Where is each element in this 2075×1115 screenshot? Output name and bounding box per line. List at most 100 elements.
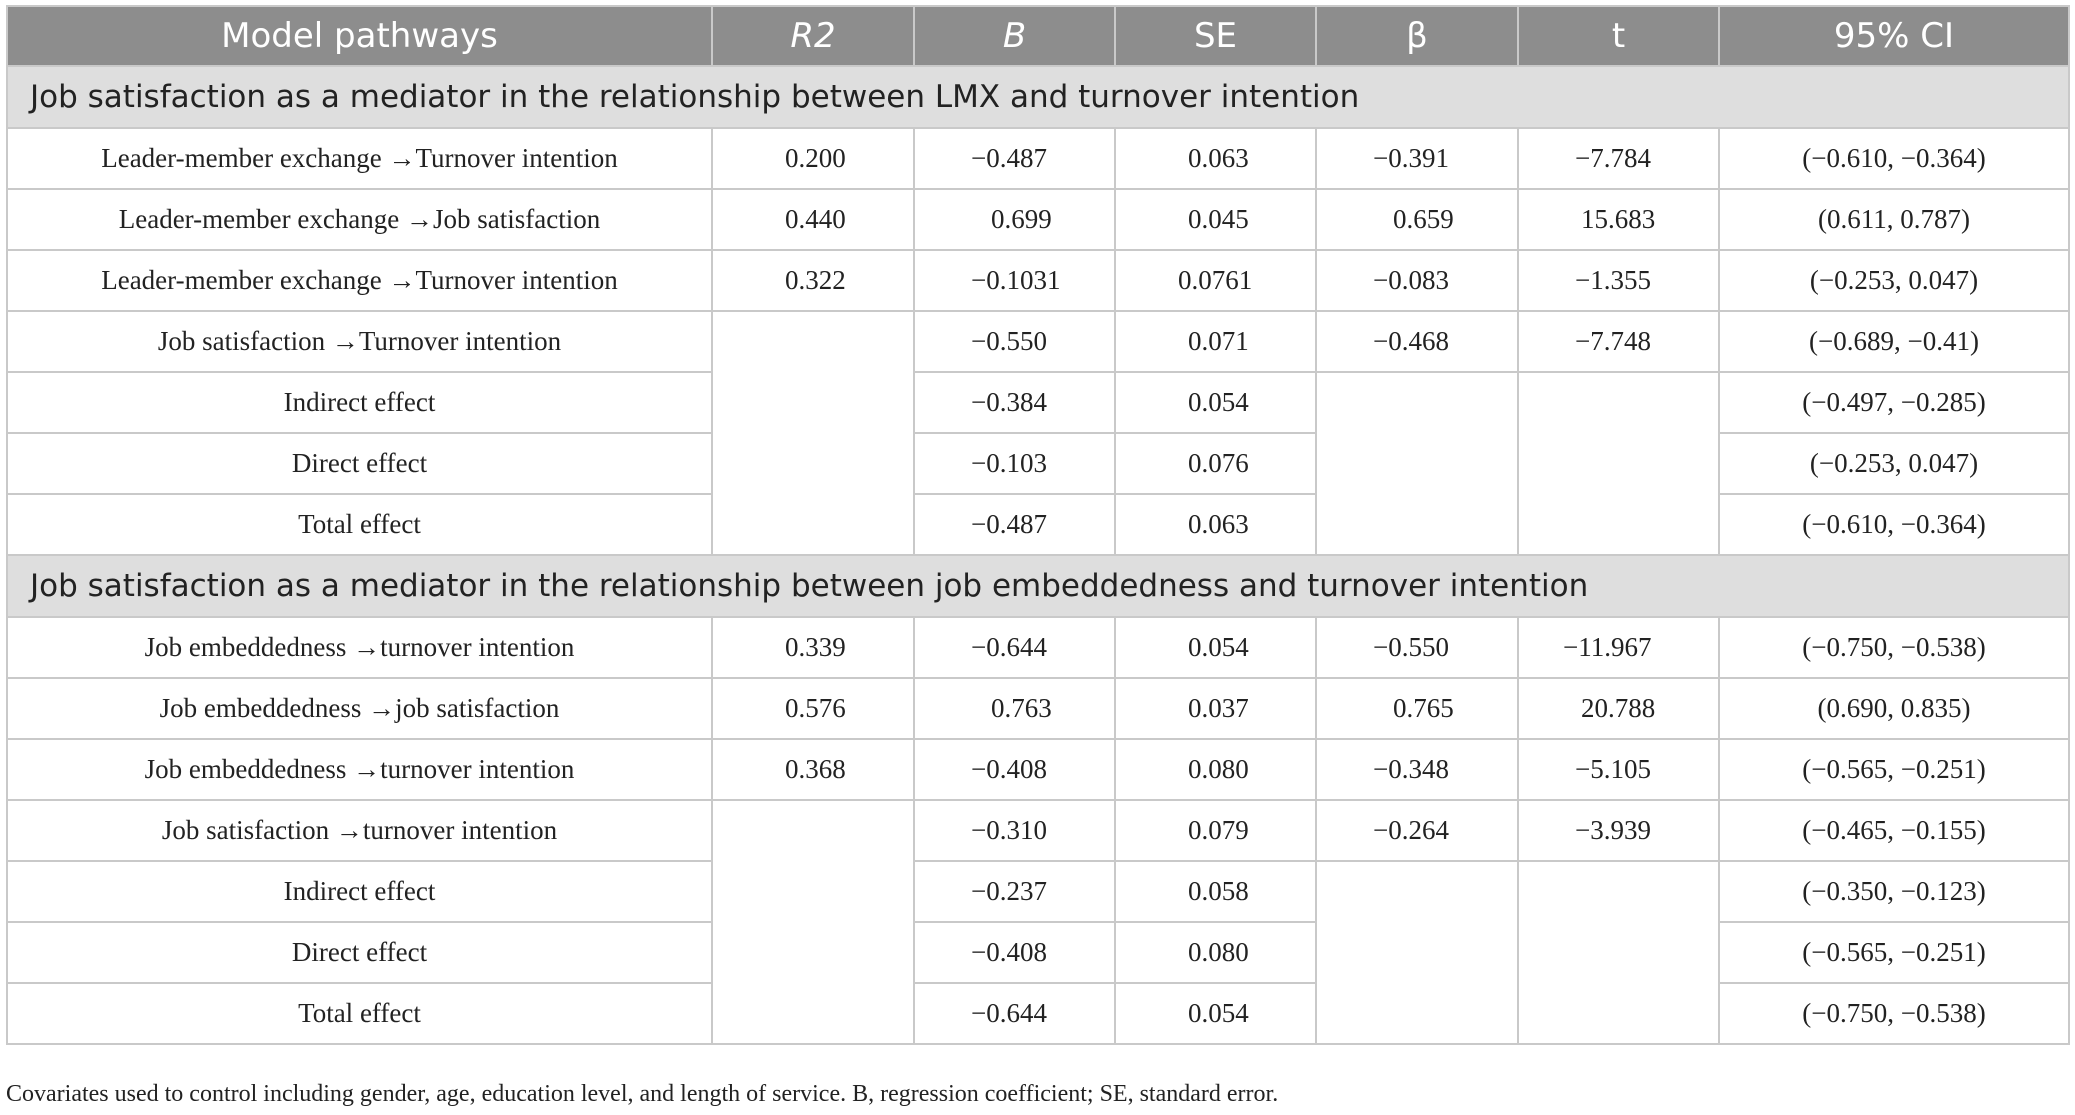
pathway-cell: Total effect (6, 493, 713, 556)
t-empty-cell (1517, 371, 1720, 556)
b-cell: −0.384 (913, 371, 1116, 434)
header-pathway: Model pathways (6, 5, 713, 67)
table-row: Total effect −0.644 0.054 (−0.750, −0.53… (6, 982, 2070, 1045)
t-cell: 15.683 (1517, 188, 1720, 251)
pathway-cell: Total effect (6, 982, 713, 1045)
header-row: Model pathways R2 B SE β t 95% CI (6, 5, 2070, 67)
ci-cell: (−0.465, −0.155) (1718, 799, 2070, 862)
beta-empty-cell (1315, 371, 1519, 556)
section-header-row: Job satisfaction as a mediator in the re… (6, 65, 2070, 129)
beta-empty-cell (1315, 860, 1519, 1045)
pathway-cell: Leader-member exchange →Job satisfaction (6, 188, 713, 251)
header-beta: β (1315, 5, 1519, 67)
b-cell: −0.408 (913, 738, 1116, 801)
b-cell: −0.103 (913, 432, 1116, 495)
pathway-cell: Direct effect (6, 921, 713, 984)
ci-cell: (0.611, 0.787) (1718, 188, 2070, 251)
pathway-cell: Job embeddedness →job satisfaction (6, 677, 713, 740)
se-cell: 0.063 (1114, 493, 1317, 556)
r2-cell: 0.440 (711, 188, 915, 251)
t-cell: −5.105 (1517, 738, 1720, 801)
ci-cell: (−0.497, −0.285) (1718, 371, 2070, 434)
table-row: Indirect effect −0.237 0.058 (−0.350, −0… (6, 860, 2070, 1045)
beta-cell: −0.083 (1315, 249, 1519, 312)
r2-cell: 0.576 (711, 677, 915, 740)
table-row: Leader-member exchange →Job satisfaction… (6, 188, 2070, 251)
r2-empty-cell (711, 310, 915, 556)
r2-empty-cell (711, 799, 915, 1045)
header-se: SE (1114, 5, 1317, 67)
beta-cell: −0.468 (1315, 310, 1519, 373)
r2-cell: 0.368 (711, 738, 915, 801)
header-t: t (1517, 5, 1720, 67)
se-cell: 0.045 (1114, 188, 1317, 251)
pathway-cell: Leader-member exchange →Turnover intenti… (6, 127, 713, 190)
ci-cell: (−0.750, −0.538) (1718, 982, 2070, 1045)
pathway-cell: Job embeddedness →turnover intention (6, 616, 713, 679)
table-row: Job embeddedness →turnover intention 0.3… (6, 738, 2070, 801)
se-cell: 0.037 (1114, 677, 1317, 740)
ci-cell: (−0.253, 0.047) (1718, 249, 2070, 312)
b-cell: 0.763 (913, 677, 1116, 740)
ci-cell: (−0.610, −0.364) (1718, 127, 2070, 190)
table-row: Direct effect −0.408 0.080 (−0.565, −0.2… (6, 921, 2070, 984)
table-row: Indirect effect −0.384 0.054 (−0.497, −0… (6, 371, 2070, 556)
table-row: Job satisfaction →Turnover intention −0.… (6, 310, 2070, 556)
ci-cell: (−0.689, −0.41) (1718, 310, 2070, 373)
ci-cell: (−0.350, −0.123) (1718, 860, 2070, 923)
header-r2: R2 (711, 5, 915, 67)
se-cell: 0.063 (1114, 127, 1317, 190)
t-cell: −7.748 (1517, 310, 1720, 373)
r2-cell: 0.339 (711, 616, 915, 679)
b-cell: −0.550 (913, 310, 1116, 373)
ci-cell: (−0.750, −0.538) (1718, 616, 2070, 679)
ci-cell: (−0.253, 0.047) (1718, 432, 2070, 495)
table-row: Total effect −0.487 0.063 (−0.610, −0.36… (6, 493, 2070, 556)
t-empty-cell (1517, 860, 1720, 1045)
se-cell: 0.080 (1114, 921, 1317, 984)
se-cell: 0.0761 (1114, 249, 1317, 312)
beta-cell: −0.391 (1315, 127, 1519, 190)
b-cell: −0.237 (913, 860, 1116, 923)
table-row: Leader-member exchange →Turnover intenti… (6, 249, 2070, 312)
ci-cell: (−0.565, −0.251) (1718, 921, 2070, 984)
pathway-cell: Direct effect (6, 432, 713, 495)
t-cell: 20.788 (1517, 677, 1720, 740)
beta-cell: −0.348 (1315, 738, 1519, 801)
pathway-cell: Job embeddedness →turnover intention (6, 738, 713, 801)
table-row: Job embeddedness →job satisfaction 0.576… (6, 677, 2070, 740)
b-cell: −0.1031 (913, 249, 1116, 312)
se-cell: 0.054 (1114, 371, 1317, 434)
table-row: Direct effect −0.103 0.076 (−0.253, 0.04… (6, 432, 2070, 495)
table-row: Job satisfaction →turnover intention −0.… (6, 799, 2070, 1045)
header-ci: 95% CI (1718, 5, 2070, 67)
results-table-container: Model pathways R2 B SE β t 95% CI Job sa… (6, 5, 2070, 1045)
beta-cell: 0.659 (1315, 188, 1519, 251)
se-cell: 0.076 (1114, 432, 1317, 495)
se-cell: 0.080 (1114, 738, 1317, 801)
r2-cell: 0.200 (711, 127, 915, 190)
b-cell: 0.699 (913, 188, 1116, 251)
b-cell: −0.644 (913, 982, 1116, 1045)
section-title-lmx: Job satisfaction as a mediator in the re… (6, 65, 2070, 129)
se-cell: 0.071 (1114, 310, 1317, 373)
b-cell: −0.487 (913, 127, 1116, 190)
t-cell: −11.967 (1517, 616, 1720, 679)
se-cell: 0.054 (1114, 982, 1317, 1045)
r2-cell: 0.322 (711, 249, 915, 312)
beta-cell: −0.550 (1315, 616, 1519, 679)
mediation-results-table: Model pathways R2 B SE β t 95% CI Job sa… (6, 5, 2070, 1045)
section-header-row: Job satisfaction as a mediator in the re… (6, 554, 2070, 618)
beta-cell: 0.765 (1315, 677, 1519, 740)
t-cell: −3.939 (1517, 799, 1720, 862)
table-footnote: Covariates used to control including gen… (6, 1081, 1279, 1107)
pathway-cell: Job satisfaction →Turnover intention (6, 310, 713, 373)
pathway-cell: Indirect effect (6, 860, 713, 923)
table-row: Leader-member exchange →Turnover intenti… (6, 127, 2070, 190)
beta-cell: −0.264 (1315, 799, 1519, 862)
b-cell: −0.644 (913, 616, 1116, 679)
header-b: B (913, 5, 1116, 67)
ci-cell: (0.690, 0.835) (1718, 677, 2070, 740)
pathway-cell: Indirect effect (6, 371, 713, 434)
se-cell: 0.079 (1114, 799, 1317, 862)
